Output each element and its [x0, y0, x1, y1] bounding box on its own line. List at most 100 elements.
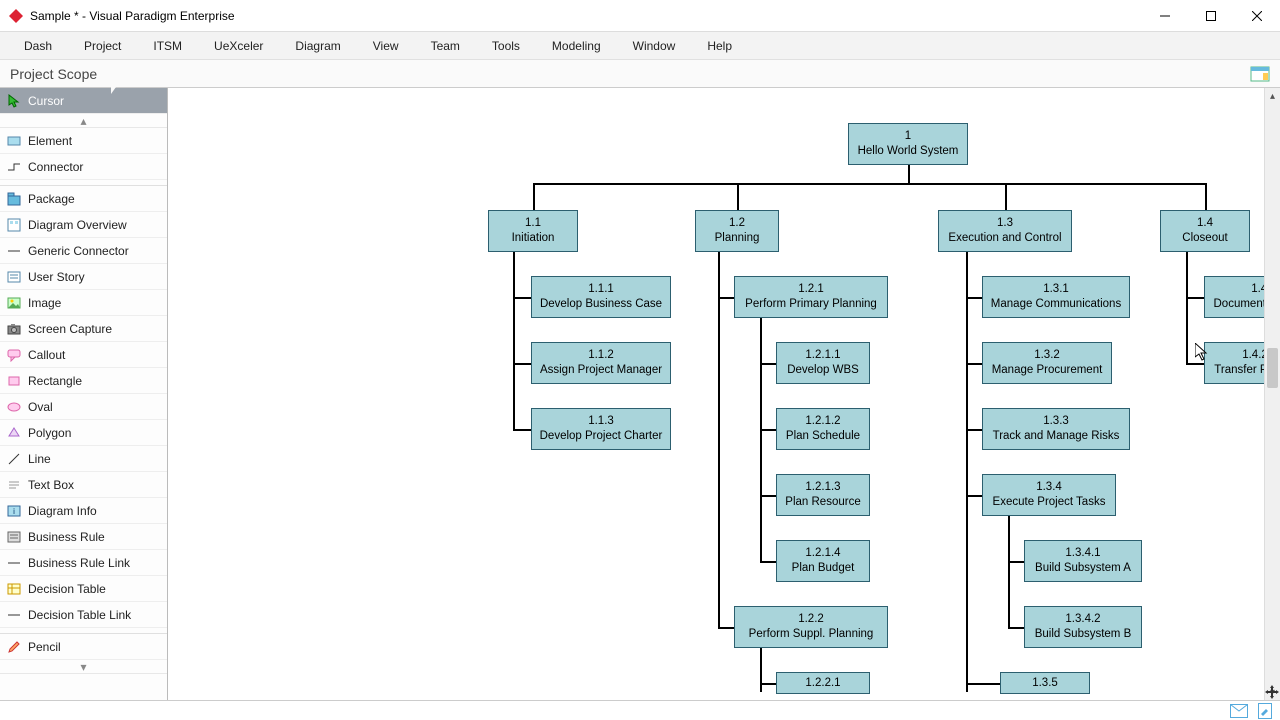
wbs-node-1.2.2[interactable]: 1.2.2Perform Suppl. Planning	[734, 606, 888, 648]
palette-line[interactable]: Line	[0, 446, 167, 472]
wbs-node-1.3.4[interactable]: 1.3.4Execute Project Tasks	[982, 474, 1116, 516]
wbs-node-1.3.2[interactable]: 1.3.2Manage Procurement	[982, 342, 1112, 384]
connector-edge	[966, 429, 982, 431]
pan-icon[interactable]	[1264, 684, 1280, 700]
menu-tools[interactable]: Tools	[476, 35, 536, 57]
brule-icon	[6, 529, 22, 545]
palette-pencil[interactable]: Pencil	[0, 634, 167, 660]
connector-edge	[908, 165, 910, 183]
cursor-icon	[6, 93, 22, 109]
wbs-node-1.2.1.2[interactable]: 1.2.1.2Plan Schedule	[776, 408, 870, 450]
wbs-node-1.2.1.4[interactable]: 1.2.1.4Plan Budget	[776, 540, 870, 582]
status-bar	[0, 700, 1280, 720]
wbs-node-1[interactable]: 1Hello World System	[848, 123, 968, 165]
connector-edge	[760, 318, 762, 561]
connector-edge	[718, 627, 734, 629]
node-label: Build Subsystem B	[1035, 627, 1132, 642]
connector-edge	[1005, 183, 1007, 210]
scroll-up-icon[interactable]: ▴	[1265, 88, 1280, 104]
wbs-node-1.3.5[interactable]: 1.3.5	[1000, 672, 1090, 694]
wbs-node-1.3.1[interactable]: 1.3.1Manage Communications	[982, 276, 1130, 318]
palette-cursor[interactable]: Cursor	[0, 88, 167, 114]
node-number: 1.2.2.1	[805, 676, 840, 691]
wbs-node-1.1[interactable]: 1.1Initiation	[488, 210, 578, 252]
node-label: Develop Business Case	[540, 297, 662, 312]
palette-rectangle[interactable]: Rectangle	[0, 368, 167, 394]
wbs-node-1.4[interactable]: 1.4Closeout	[1160, 210, 1250, 252]
menu-dash[interactable]: Dash	[8, 35, 68, 57]
connector-edge	[513, 363, 531, 365]
menu-project[interactable]: Project	[68, 35, 137, 57]
note-icon[interactable]	[1258, 703, 1272, 719]
panel-toggle-icon[interactable]	[1250, 64, 1270, 84]
palette-oval[interactable]: Oval	[0, 394, 167, 420]
palette-label: Polygon	[28, 426, 71, 440]
palette-connector[interactable]: Connector	[0, 154, 167, 180]
mail-icon[interactable]	[1230, 704, 1248, 718]
menu-diagram[interactable]: Diagram	[279, 35, 356, 57]
node-number: 1	[905, 129, 911, 144]
wbs-node-1.3[interactable]: 1.3Execution and Control	[938, 210, 1072, 252]
palette-decision-table-link[interactable]: Decision Table Link	[0, 602, 167, 628]
menu-help[interactable]: Help	[691, 35, 748, 57]
palette-package[interactable]: Package	[0, 186, 167, 212]
node-number: 1.2.1.4	[805, 546, 840, 561]
blink-icon	[6, 555, 22, 571]
node-number: 1.2.1.2	[805, 414, 840, 429]
wbs-node-1.1.3[interactable]: 1.1.3Develop Project Charter	[531, 408, 671, 450]
wbs-node-1.1.2[interactable]: 1.1.2Assign Project Manager	[531, 342, 671, 384]
wbs-node-1.3.4.2[interactable]: 1.3.4.2Build Subsystem B	[1024, 606, 1142, 648]
palette-scroll-up[interactable]: ▴	[0, 114, 167, 128]
menu-uexceler[interactable]: UeXceler	[198, 35, 279, 57]
node-label: Develop Project Charter	[540, 429, 663, 444]
menu-team[interactable]: Team	[415, 35, 476, 57]
palette-diagram-overview[interactable]: Diagram Overview	[0, 212, 167, 238]
palette-business-rule-link[interactable]: Business Rule Link	[0, 550, 167, 576]
wbs-node-1.1.1[interactable]: 1.1.1Develop Business Case	[531, 276, 671, 318]
node-label: Execute Project Tasks	[993, 495, 1106, 510]
node-label: Track and Manage Risks	[993, 429, 1120, 444]
text-icon	[6, 477, 22, 493]
palette-label: Pencil	[28, 640, 61, 654]
node-label: Perform Suppl. Planning	[749, 627, 874, 642]
palette-image[interactable]: Image	[0, 290, 167, 316]
menu-itsm[interactable]: ITSM	[137, 35, 198, 57]
palette-user-story[interactable]: User Story	[0, 264, 167, 290]
palette-text-box[interactable]: Text Box	[0, 472, 167, 498]
breadcrumb-bar: Project Scope	[0, 60, 1280, 88]
wbs-node-1.2[interactable]: 1.2Planning	[695, 210, 779, 252]
maximize-button[interactable]	[1188, 0, 1234, 32]
wbs-node-1.2.1.3[interactable]: 1.2.1.3Plan Resource	[776, 474, 870, 516]
palette-element[interactable]: Element	[0, 128, 167, 154]
minimize-button[interactable]	[1142, 0, 1188, 32]
palette-business-rule[interactable]: Business Rule	[0, 524, 167, 550]
palette-screen-capture[interactable]: Screen Capture	[0, 316, 167, 342]
palette-callout[interactable]: Callout	[0, 342, 167, 368]
node-number: 1.3	[997, 216, 1013, 231]
palette-decision-table[interactable]: Decision Table	[0, 576, 167, 602]
palette-diagram-info[interactable]: iDiagram Info	[0, 498, 167, 524]
menu-window[interactable]: Window	[617, 35, 692, 57]
node-number: 1.2.1	[798, 282, 824, 297]
canvas-area[interactable]: 1Hello World System 1.1Initiation 1.2Plann…	[168, 88, 1280, 700]
menu-modeling[interactable]: Modeling	[536, 35, 617, 57]
wbs-node-1.2.2.1[interactable]: 1.2.2.1	[776, 672, 870, 694]
palette-scroll-down[interactable]: ▾	[0, 660, 167, 674]
palette-polygon[interactable]: Polygon	[0, 420, 167, 446]
wbs-node-1.2.1.1[interactable]: 1.2.1.1Develop WBS	[776, 342, 870, 384]
close-button[interactable]	[1234, 0, 1280, 32]
palette-generic-connector[interactable]: Generic Connector	[0, 238, 167, 264]
connector-edge	[760, 429, 776, 431]
connector-edge	[1186, 252, 1188, 363]
wbs-node-1.3.4.1[interactable]: 1.3.4.1Build Subsystem A	[1024, 540, 1142, 582]
connector-edge	[513, 429, 531, 431]
connector-edge	[760, 561, 776, 563]
wbs-node-1.3.3[interactable]: 1.3.3Track and Manage Risks	[982, 408, 1130, 450]
wbs-node-1.2.1[interactable]: 1.2.1Perform Primary Planning	[734, 276, 888, 318]
breadcrumb-scope[interactable]: Project Scope	[0, 66, 111, 82]
scrollbar-thumb[interactable]	[1267, 348, 1278, 388]
connector-edge	[1186, 363, 1204, 365]
menu-view[interactable]: View	[357, 35, 415, 57]
vertical-scrollbar[interactable]: ▴ ▾	[1264, 88, 1280, 700]
palette-label: Decision Table	[28, 582, 106, 596]
